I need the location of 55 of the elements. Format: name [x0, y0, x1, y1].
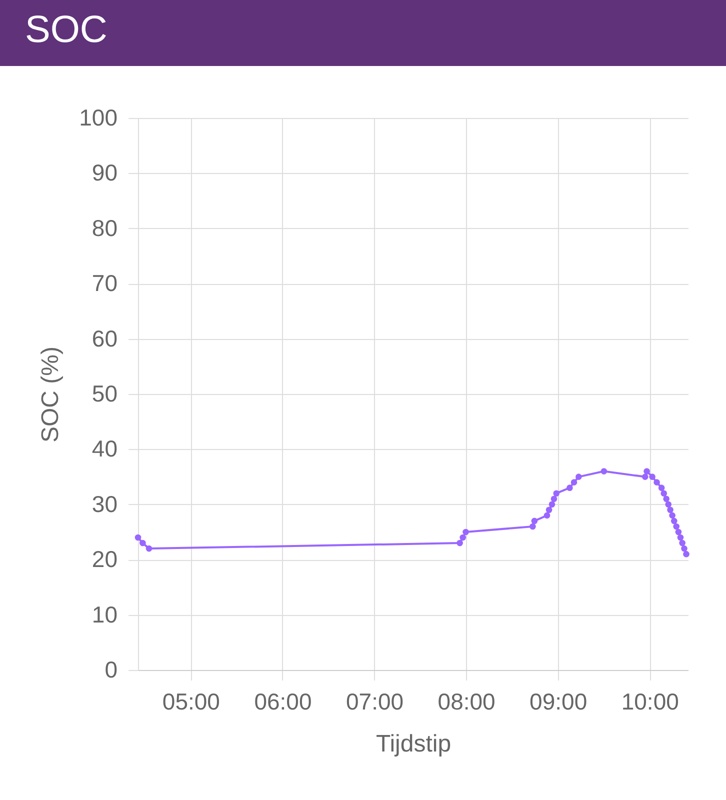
x-tick-label: 09:00 [530, 688, 588, 714]
y-tick-label: 20 [92, 546, 118, 572]
point [550, 496, 558, 502]
point [456, 540, 463, 546]
x-tick-label: 05:00 [162, 688, 220, 714]
point [660, 490, 668, 497]
point [663, 496, 670, 502]
point [683, 550, 690, 558]
point [566, 484, 573, 491]
point [570, 479, 578, 486]
chart-title: SOC [25, 8, 108, 52]
x-tick-label: 06:00 [254, 688, 312, 714]
y-tick-label: 40 [92, 436, 118, 462]
point [670, 518, 678, 524]
point [548, 501, 556, 508]
point [649, 474, 656, 480]
point [673, 523, 680, 530]
x-tick-label: 07:00 [346, 688, 404, 714]
y-tick-label: 100 [79, 104, 118, 130]
point [600, 468, 608, 474]
point [665, 501, 672, 508]
point [675, 528, 682, 536]
x-tick-label: 10:00 [621, 688, 679, 714]
point [460, 534, 466, 541]
point [658, 484, 665, 491]
x-tick-label: 08:00 [438, 688, 496, 714]
header-banner: SOC [0, 0, 726, 66]
y-tick-label: 60 [92, 325, 118, 352]
point [681, 545, 688, 552]
point [576, 474, 582, 480]
point [642, 474, 648, 480]
point [134, 534, 142, 541]
point [654, 479, 660, 486]
point [530, 523, 536, 530]
y-tick-label: 0 [104, 656, 118, 682]
point [553, 490, 560, 497]
point [531, 518, 538, 524]
y-tick-label: 50 [92, 380, 118, 406]
point [667, 506, 674, 514]
point [544, 512, 550, 519]
point [140, 540, 146, 546]
y-tick-label: 30 [92, 490, 118, 517]
point [679, 540, 686, 546]
y-tick-label: 80 [92, 214, 118, 241]
y-tick-label: 10 [92, 601, 118, 628]
x-axis-title: Tijdstip [376, 730, 452, 758]
point [546, 506, 552, 514]
y-tick-label: 90 [92, 160, 118, 186]
y-tick-label: 70 [92, 270, 118, 296]
point [462, 528, 469, 536]
point [146, 545, 152, 552]
point [669, 512, 676, 519]
point [644, 468, 650, 474]
y-axis-title: SOC (%) [37, 346, 64, 442]
point [677, 534, 684, 541]
